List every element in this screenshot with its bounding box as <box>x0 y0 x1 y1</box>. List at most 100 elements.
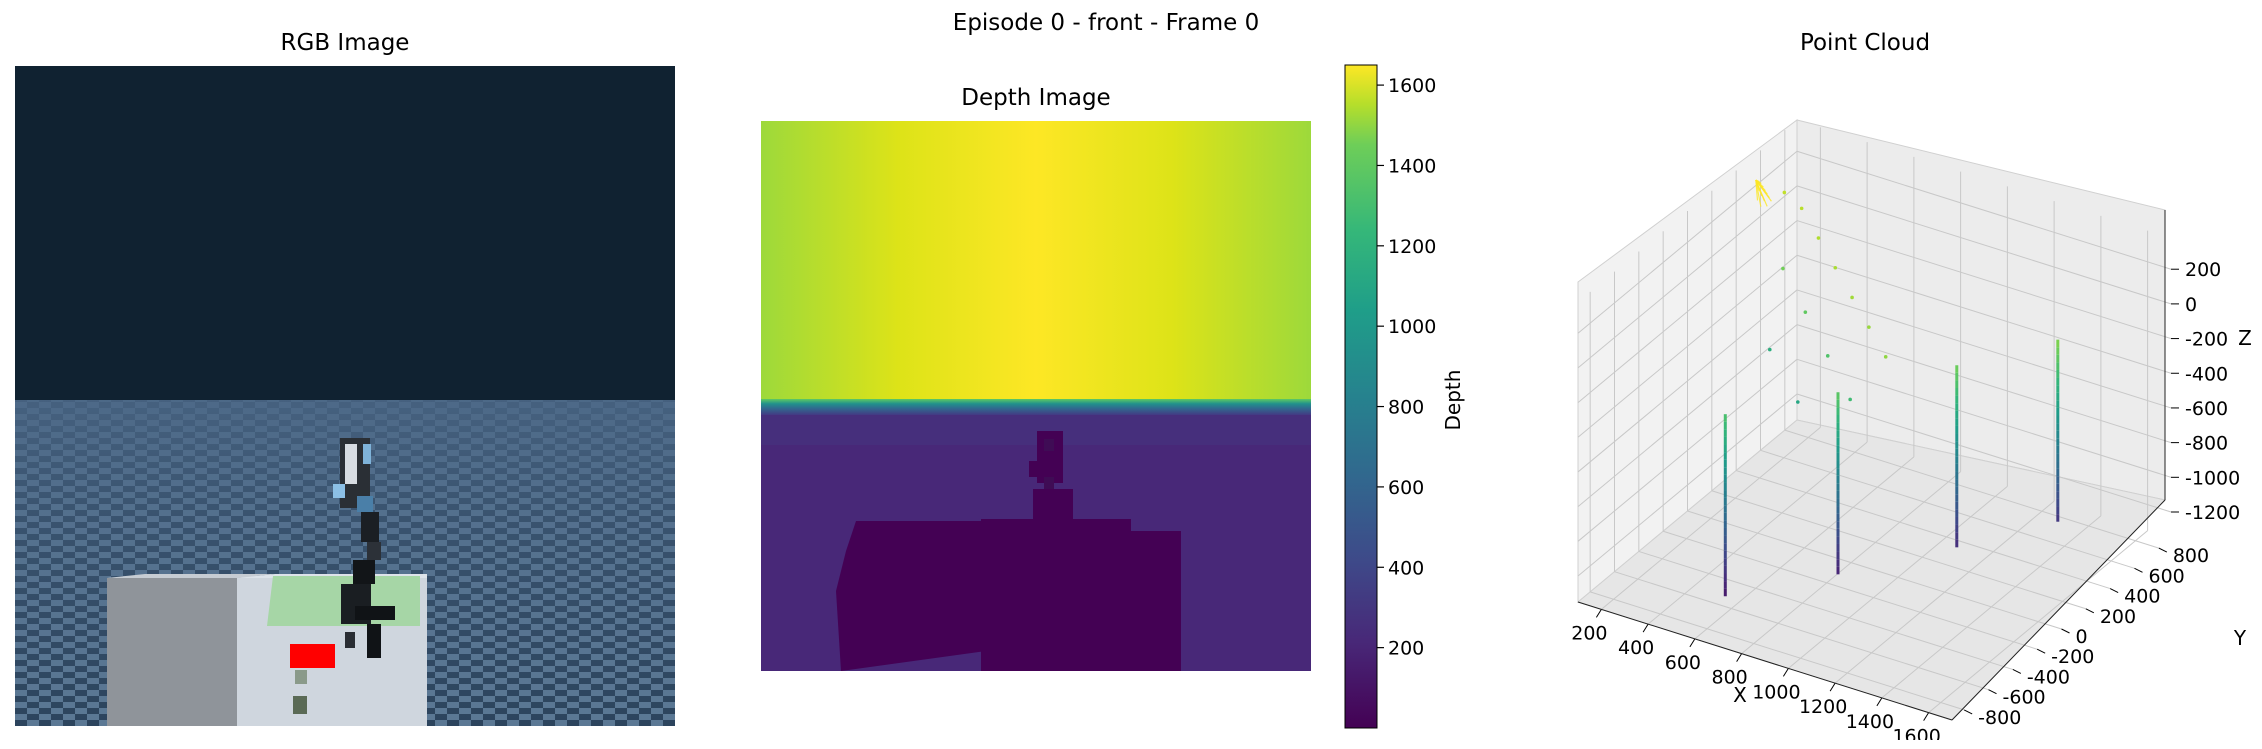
grid-line <box>1736 470 2111 590</box>
depth-far-region <box>761 121 1311 399</box>
z-tick-label: 0 <box>2185 294 2197 316</box>
rgb-image <box>15 66 675 726</box>
point-cloud-point <box>1850 295 1854 300</box>
x-tick <box>1642 623 1649 633</box>
point-cloud-point <box>1825 354 1830 358</box>
grid-line <box>1796 358 2172 478</box>
y-tick <box>2085 608 2095 614</box>
figure-title: Episode 0 - front - Frame 0 <box>952 10 1260 36</box>
x-tick <box>1595 609 1602 618</box>
grid-line <box>1796 324 2172 444</box>
y-tick-label: -200 <box>2051 646 2094 668</box>
x-tick-label: 800 <box>1711 667 1747 689</box>
grid-line <box>1760 449 2135 569</box>
grid-line <box>1796 185 2172 305</box>
grid-line <box>1711 490 2086 610</box>
colorbar-tick-label: 1400 <box>1388 155 1436 177</box>
grid-line <box>1796 150 2172 270</box>
colorbar-tick-label: 400 <box>1388 557 1424 579</box>
x-tick <box>1782 668 1789 677</box>
point-cloud-point <box>1796 400 1800 404</box>
point-cloud-point <box>1833 265 1838 270</box>
x-tick-label: 600 <box>1665 652 1701 674</box>
z-tick-label: -1200 <box>2185 502 2240 524</box>
point-cloud-point <box>1782 190 1787 195</box>
x-tick-label: 1200 <box>1799 696 1847 718</box>
point-cloud-ray <box>1755 179 1772 202</box>
y-tick <box>2158 547 2168 553</box>
rgb-panel-title: RGB Image <box>280 30 410 56</box>
z-tick-label: -800 <box>2185 433 2228 455</box>
depth-near-objects <box>836 431 1181 671</box>
colorbar-tick-label: 1200 <box>1388 236 1436 258</box>
grid-line <box>1796 220 2172 340</box>
grid-line <box>1577 289 1798 473</box>
y-tick-label: 800 <box>2173 545 2209 567</box>
x-tick-label: 200 <box>1571 622 1607 644</box>
x-tick-label: 1600 <box>1892 726 1940 740</box>
colorbar-gradient <box>1344 64 1378 729</box>
grid-line <box>1577 324 1798 508</box>
colorbar-tick-label: 1000 <box>1388 316 1436 338</box>
point-cloud-plot: 2004006008001000120014001600-800-600-400… <box>1571 119 2252 740</box>
z-tick-label: 200 <box>2185 259 2221 281</box>
grey-box <box>107 578 237 726</box>
grid-line <box>1796 393 2172 513</box>
x-tick <box>1736 653 1743 662</box>
z-tick-label: -600 <box>2185 398 2228 420</box>
grid-line <box>1577 393 1798 577</box>
z-axis-label: Z <box>2238 326 2252 350</box>
depth-panel-title: Depth Image <box>961 85 1111 111</box>
y-tick-label: 200 <box>2100 606 2136 628</box>
cloud-panel-title: Point Cloud <box>1799 30 1931 56</box>
depth-horizon-band <box>761 399 1311 415</box>
robot-arm <box>333 438 395 658</box>
depth-colorbar: 200 400 600 800 1000 1200 1400 1600 Depth <box>1344 64 1465 729</box>
x-axis-label: X <box>1733 683 1747 707</box>
y-tick <box>1963 709 1973 715</box>
point-cloud-ray <box>1755 179 1762 207</box>
z-tick-label: -200 <box>2185 329 2228 351</box>
x-tick <box>1876 697 1883 707</box>
y-tick <box>2134 567 2143 573</box>
colorbar-tick-label: 800 <box>1388 397 1424 419</box>
depth-image <box>761 121 1311 671</box>
point-cloud-point <box>1867 325 1871 329</box>
grid-line <box>1577 220 1798 403</box>
grid-line <box>1577 358 1798 542</box>
grid-line <box>1577 254 1798 438</box>
point-cloud-point <box>1816 236 1821 240</box>
y-tick-label: 600 <box>2149 565 2185 587</box>
axis-line <box>1951 499 2166 721</box>
colorbar-tick-label: 600 <box>1388 477 1424 499</box>
point-cloud-point <box>1883 355 1888 359</box>
x-tick <box>1923 712 1930 721</box>
point-cloud-point <box>1799 206 1804 211</box>
colorbar-tick-label: 200 <box>1388 638 1424 660</box>
y-tick-label: 0 <box>2076 626 2088 648</box>
red-block <box>290 644 335 668</box>
x-tick <box>1689 638 1696 648</box>
sky <box>15 66 675 400</box>
y-tick-label: -800 <box>1978 707 2021 729</box>
point-cloud-point <box>1803 310 1808 314</box>
grid-line <box>1784 429 2159 549</box>
y-tick <box>1988 689 1997 695</box>
point-cloud-point <box>1781 266 1785 271</box>
z-tick-label: -400 <box>2185 363 2228 385</box>
grid-line <box>1796 254 2172 374</box>
x-tick-label: 1400 <box>1846 711 1894 733</box>
x-tick <box>1829 682 1836 692</box>
grid-line <box>1614 571 1989 691</box>
grid-line <box>1638 550 2013 670</box>
y-tick-label: -600 <box>2003 687 2046 709</box>
y-tick-label: 400 <box>2124 586 2160 608</box>
grid-line <box>1687 510 2062 630</box>
axis-line <box>1577 601 1953 721</box>
colorbar-label: Depth <box>1441 370 1465 431</box>
y-tick <box>2036 648 2046 654</box>
z-tick-label: -1000 <box>2185 467 2240 489</box>
grid-line <box>1577 185 1798 369</box>
point-cloud-point <box>1767 347 1772 352</box>
grid-line <box>1590 591 1965 711</box>
